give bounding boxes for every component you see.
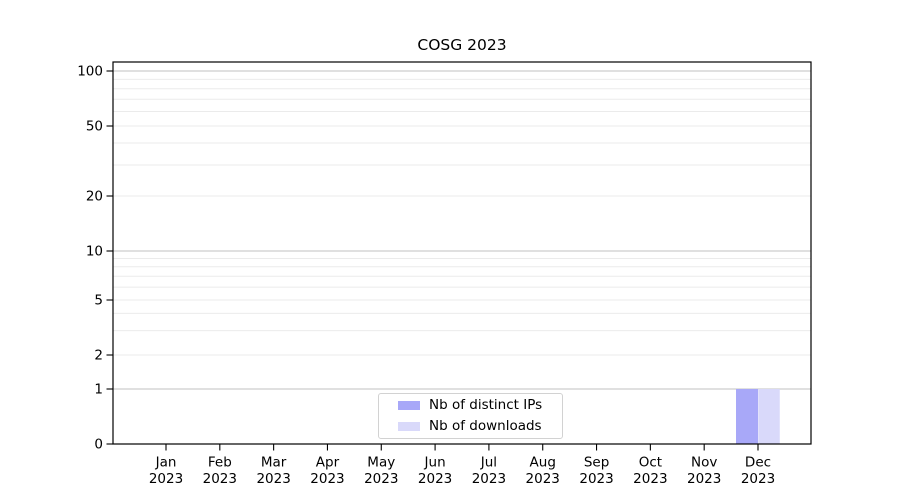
legend-entry-downloads: Nb of downloads bbox=[379, 417, 562, 435]
x-tick-label-month-oct: Oct bbox=[639, 455, 662, 471]
chart-legend: Nb of distinct IPs Nb of downloads bbox=[378, 393, 563, 439]
legend-swatch-distinct-ips bbox=[398, 401, 420, 411]
y-tick-label-50: 50 bbox=[86, 119, 103, 135]
legend-entry-distinct-ips: Nb of distinct IPs bbox=[379, 397, 562, 415]
y-tick-label-100: 100 bbox=[77, 64, 103, 80]
x-tick-label-month-jan: Jan bbox=[155, 455, 177, 471]
x-tick-label-month-mar: Mar bbox=[261, 455, 287, 471]
x-tick-label-year-dec: 2023 bbox=[741, 471, 775, 487]
x-tick-label-year-aug: 2023 bbox=[526, 471, 560, 487]
x-tick-label-year-nov: 2023 bbox=[687, 471, 721, 487]
axes-spines bbox=[112, 61, 812, 445]
x-tick-label-year-apr: 2023 bbox=[310, 471, 344, 487]
x-tick-label-month-sep: Sep bbox=[584, 455, 609, 471]
x-tick-label-month-may: May bbox=[367, 455, 395, 471]
y-tick-label-1: 1 bbox=[94, 382, 103, 398]
x-tick-label-year-mar: 2023 bbox=[256, 471, 290, 487]
y-tick-label-5: 5 bbox=[94, 293, 103, 309]
x-tick-label-month-apr: Apr bbox=[316, 455, 340, 471]
legend-swatch-downloads bbox=[398, 421, 420, 431]
x-tick-label-month-nov: Nov bbox=[691, 455, 717, 471]
legend-label-downloads: Nb of downloads bbox=[429, 417, 542, 434]
x-tick-label-year-sep: 2023 bbox=[579, 471, 613, 487]
x-tick-label-month-jun: Jun bbox=[424, 455, 446, 471]
x-tick-label-month-feb: Feb bbox=[208, 455, 232, 471]
x-tick-label-year-feb: 2023 bbox=[203, 471, 237, 487]
y-tick-label-0: 0 bbox=[94, 437, 103, 453]
y-tick-label-10: 10 bbox=[86, 244, 103, 260]
y-tick-label-20: 20 bbox=[86, 189, 103, 205]
bar-nb-of-distinct-ips-dec bbox=[735, 389, 758, 444]
x-tick-label-year-jul: 2023 bbox=[472, 471, 506, 487]
y-tick-label-2: 2 bbox=[94, 348, 103, 364]
x-tick-label-month-jul: Jul bbox=[480, 455, 497, 471]
x-tick-label-month-aug: Aug bbox=[530, 455, 556, 471]
bar-nb-of-downloads-dec bbox=[758, 389, 780, 444]
chart-title: COSG 2023 bbox=[417, 36, 507, 54]
x-tick-label-year-may: 2023 bbox=[364, 471, 398, 487]
x-tick-label-month-dec: Dec bbox=[745, 455, 771, 471]
x-tick-label-year-jun: 2023 bbox=[418, 471, 452, 487]
x-tick-label-year-oct: 2023 bbox=[633, 471, 667, 487]
x-tick-label-year-jan: 2023 bbox=[149, 471, 183, 487]
legend-label-distinct-ips: Nb of distinct IPs bbox=[429, 396, 543, 413]
